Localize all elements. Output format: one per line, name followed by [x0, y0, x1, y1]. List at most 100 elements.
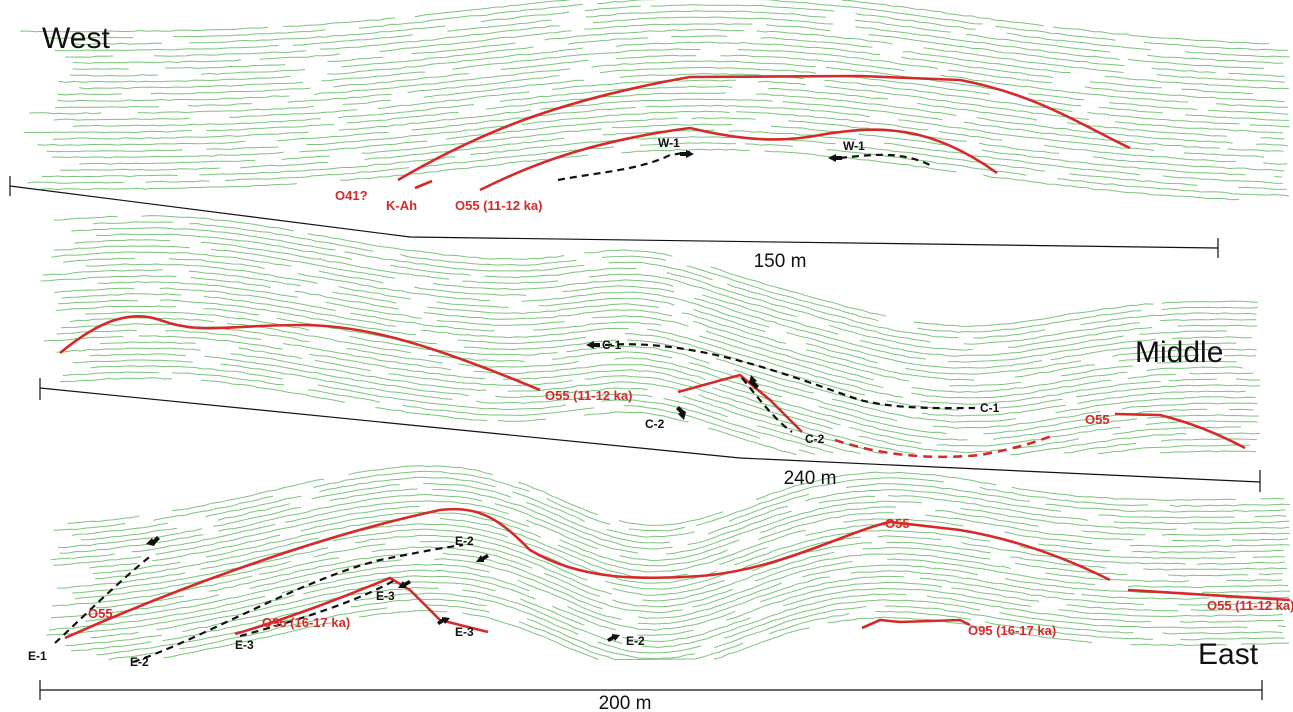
strata	[19, 0, 1291, 661]
stratum-line	[597, 0, 657, 5]
stratum-line	[1180, 88, 1254, 95]
stratum-line	[60, 323, 181, 329]
stratum-line	[423, 309, 672, 320]
stratum-line	[58, 75, 291, 83]
stratum-line	[720, 54, 905, 72]
stratum-line	[1131, 549, 1284, 554]
stratum-line	[259, 53, 340, 60]
stratum-line	[297, 273, 491, 302]
stratum-line	[1256, 143, 1289, 147]
stratum-line	[53, 556, 142, 566]
stratum-line	[1235, 378, 1260, 381]
label: O95 (16-17 ka)	[262, 615, 350, 630]
stratum-line	[995, 25, 1116, 41]
stratum-line	[150, 87, 311, 95]
stratum-line	[1151, 67, 1216, 74]
stratum-line	[1121, 402, 1258, 410]
stratum-line	[423, 482, 512, 498]
stratum-line	[462, 280, 559, 284]
stratum-line	[1189, 372, 1254, 375]
stratum-line	[411, 106, 636, 131]
stratum-line	[89, 353, 186, 357]
stratum-line	[1114, 121, 1284, 134]
stratum-line	[521, 110, 730, 125]
stratum-line	[562, 285, 675, 293]
stratum-line	[208, 553, 409, 592]
stratum-line	[998, 398, 1063, 409]
fault	[54, 554, 153, 644]
arrow	[680, 150, 694, 158]
stratum-line	[484, 267, 637, 279]
stratum-line	[97, 281, 298, 298]
stratum-line	[325, 301, 422, 319]
stratum-line	[1227, 148, 1284, 152]
label: C-1	[602, 338, 622, 352]
stratum-line	[339, 109, 532, 131]
stratum-line	[719, 383, 968, 441]
stratum-line	[473, 364, 707, 381]
stratum-line	[983, 408, 1208, 435]
stratum-line	[525, 501, 671, 544]
stratum-line	[470, 140, 615, 156]
stratum-line	[557, 529, 806, 573]
stratum-line	[877, 535, 942, 540]
stratum-line	[926, 595, 1151, 623]
stratum-line	[1003, 629, 1093, 643]
stratum-line	[526, 618, 696, 660]
stratum-line	[420, 327, 629, 339]
stratum-line	[388, 373, 573, 387]
stratum-line	[53, 245, 190, 251]
stratum-line	[1145, 420, 1258, 425]
stratum-line	[361, 128, 602, 154]
stratum-line	[1092, 156, 1285, 172]
horizon	[414, 179, 433, 190]
stratum-line	[1146, 366, 1243, 372]
stratum-line	[601, 399, 834, 454]
stratum-line	[897, 119, 1155, 151]
stratum-line	[999, 612, 1248, 629]
stratum-line	[827, 616, 989, 629]
stratum-line	[728, 130, 857, 141]
stratum-line	[1104, 76, 1289, 90]
stratum-line	[407, 75, 560, 94]
stratum-line	[51, 151, 284, 159]
stratum-line	[1130, 643, 1227, 647]
stratum-line	[1129, 544, 1290, 548]
stratum-line	[457, 336, 587, 344]
stratum-line	[963, 121, 1220, 149]
stratum-line	[858, 435, 1003, 454]
stratum-line	[72, 359, 193, 364]
stratum-line	[432, 488, 673, 550]
stratum-line	[686, 265, 879, 322]
horizon	[397, 74, 1131, 182]
stratum-line	[85, 311, 310, 331]
stratum-line	[79, 159, 256, 165]
stratum-line	[292, 34, 413, 46]
stratum-line	[306, 125, 507, 145]
stratum-line	[1081, 594, 1210, 600]
stratum-line	[1007, 327, 1153, 348]
stratum-line	[1180, 637, 1285, 641]
stratum-line	[258, 557, 340, 575]
stratum-line	[902, 51, 1071, 73]
stratum-line	[602, 255, 667, 261]
stratum-line	[868, 34, 1125, 67]
stratum-line	[1075, 384, 1261, 398]
label: O95 (16-17 ka)	[968, 623, 1056, 638]
horizon	[479, 126, 998, 192]
stratum-line	[314, 359, 371, 372]
stratum-line	[637, 576, 830, 625]
stratum-line	[69, 74, 159, 77]
stratum-line	[71, 227, 336, 251]
stratum-line	[307, 233, 565, 260]
stratum-line	[1098, 514, 1235, 519]
stratum-line	[1056, 178, 1289, 197]
scale-label: 200 m	[599, 693, 652, 712]
stratum-line	[500, 59, 589, 70]
stratum-line	[50, 553, 115, 561]
stratum-line	[339, 154, 588, 181]
stratum-line	[1077, 390, 1246, 404]
stratum-line	[344, 251, 585, 272]
stratum-line	[1010, 433, 1187, 456]
